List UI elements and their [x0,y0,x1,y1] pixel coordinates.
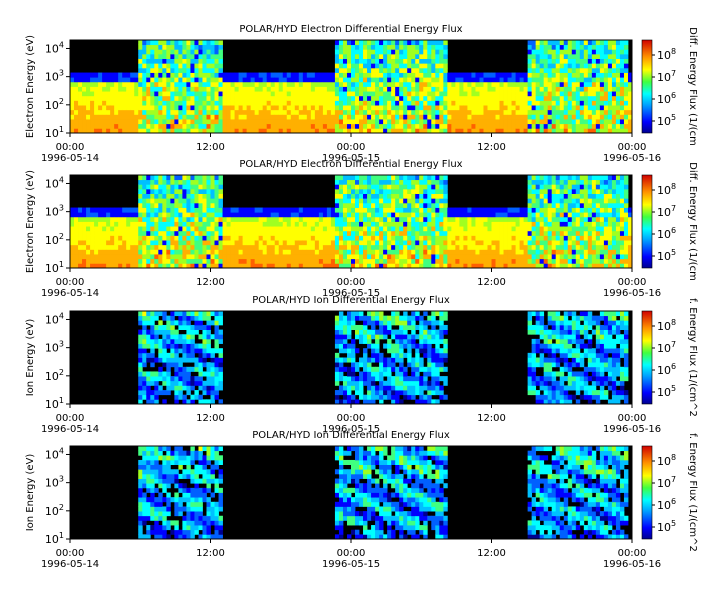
colorbar-tick-label: 105 [657,519,676,534]
panel-title: POLAR/HYD Electron Differential Energy F… [239,159,462,170]
y-tick-label: 102 [45,368,64,383]
x-tick-time: 00:00 [56,413,85,424]
y-axis-label: Electron Energy (eV) [25,35,36,138]
y-axis-label: Ion Energy (eV) [25,319,36,397]
x-tick-time: 12:00 [196,413,225,424]
spectrogram-cells [70,175,633,269]
x-tick-date: 1996-05-14 [41,288,99,299]
x-tick-date: 1996-05-15 [322,424,380,435]
x-tick-time: 00:00 [56,142,85,153]
y-tick-label: 101 [45,531,64,546]
colorbar-label: f. Energy Flux (1/(cm^2 [687,298,698,417]
colorbar-tick-label: 108 [657,453,676,468]
colorbar-tick-label: 106 [657,91,676,106]
y-tick-label: 103 [45,340,64,355]
x-tick-time: 12:00 [196,548,225,559]
x-tick-time: 00:00 [56,548,85,559]
x-tick-time: 00:00 [618,142,647,153]
x-tick-time: 12:00 [477,548,506,559]
x-tick-date: 1996-05-15 [322,153,380,164]
colorbar-label: f. Energy Flux (1/(cm^2 [687,433,698,552]
x-tick-date: 1996-05-16 [603,153,661,164]
x-tick-time: 12:00 [196,277,225,288]
x-tick-time: 00:00 [618,413,647,424]
y-tick-label: 104 [45,446,64,461]
y-tick-label: 102 [45,232,64,247]
panel-title: POLAR/HYD Electron Differential Energy F… [239,24,462,35]
panel-2: POLAR/HYD Electron Differential Energy F… [25,159,698,299]
x-tick-date: 1996-05-16 [603,288,661,299]
y-tick-label: 101 [45,125,64,140]
panel-4: POLAR/HYD Ion Differential Energy Flux 10… [25,430,698,570]
colorbar-label: Diff. Energy Flux (1/(cm [687,27,698,146]
x-tick-date: 1996-05-14 [41,424,99,435]
panel-title: POLAR/HYD Ion Differential Energy Flux [252,295,450,306]
x-tick-time: 00:00 [618,277,647,288]
y-tick-label: 103 [45,204,64,219]
colorbar-tick-label: 107 [657,69,676,84]
x-tick-date: 1996-05-15 [322,288,380,299]
panel-1: POLAR/HYD Electron Differential Energy F… [25,24,698,164]
colorbar-tick-label: 106 [657,497,676,512]
x-tick-time: 00:00 [337,277,366,288]
colorbar [641,174,653,269]
x-tick-time: 00:00 [337,548,366,559]
y-tick-label: 103 [45,475,64,490]
x-tick-date: 1996-05-14 [41,153,99,164]
x-tick-date: 1996-05-16 [603,559,661,570]
panel-3: POLAR/HYD Ion Differential Energy Flux 10… [25,295,698,435]
y-tick-label: 102 [45,97,64,112]
colorbar-tick-label: 108 [657,47,676,62]
y-tick-label: 104 [45,175,64,190]
panel-title: POLAR/HYD Ion Differential Energy Flux [252,430,450,441]
spectrogram-cells [70,40,633,134]
y-axis-label: Electron Energy (eV) [25,170,36,273]
colorbar-tick-label: 107 [657,475,676,490]
x-tick-date: 1996-05-14 [41,559,99,570]
spectrogram-cells [138,446,629,540]
colorbar-tick-label: 108 [657,182,676,197]
colorbar-label: Diff. Energy Flux (1/(cm [687,162,698,281]
x-tick-time: 12:00 [477,142,506,153]
colorbar-tick-label: 106 [657,362,676,377]
colorbar-tick-label: 105 [657,113,676,128]
y-tick-label: 102 [45,503,64,518]
x-tick-time: 12:00 [196,142,225,153]
y-tick-label: 103 [45,69,64,84]
y-tick-label: 104 [45,311,64,326]
x-tick-time: 00:00 [337,142,366,153]
x-tick-date: 1996-05-15 [322,559,380,570]
x-tick-time: 00:00 [337,413,366,424]
colorbar-tick-label: 105 [657,248,676,263]
colorbar-tick-label: 106 [657,226,676,241]
y-tick-label: 101 [45,396,64,411]
colorbar-tick-label: 107 [657,204,676,219]
y-tick-label: 101 [45,260,64,275]
colorbar-tick-label: 107 [657,340,676,355]
x-tick-date: 1996-05-16 [603,424,661,435]
spectrogram-cells [138,311,629,405]
colorbar [641,445,653,540]
x-tick-time: 12:00 [477,277,506,288]
x-tick-time: 00:00 [56,277,85,288]
colorbar-tick-label: 105 [657,384,676,399]
y-axis-label: Ion Energy (eV) [25,454,36,532]
x-tick-time: 12:00 [477,413,506,424]
y-tick-label: 104 [45,40,64,55]
colorbar-tick-label: 108 [657,318,676,333]
colorbar [641,310,653,405]
colorbar [641,39,653,134]
x-tick-time: 00:00 [618,548,647,559]
